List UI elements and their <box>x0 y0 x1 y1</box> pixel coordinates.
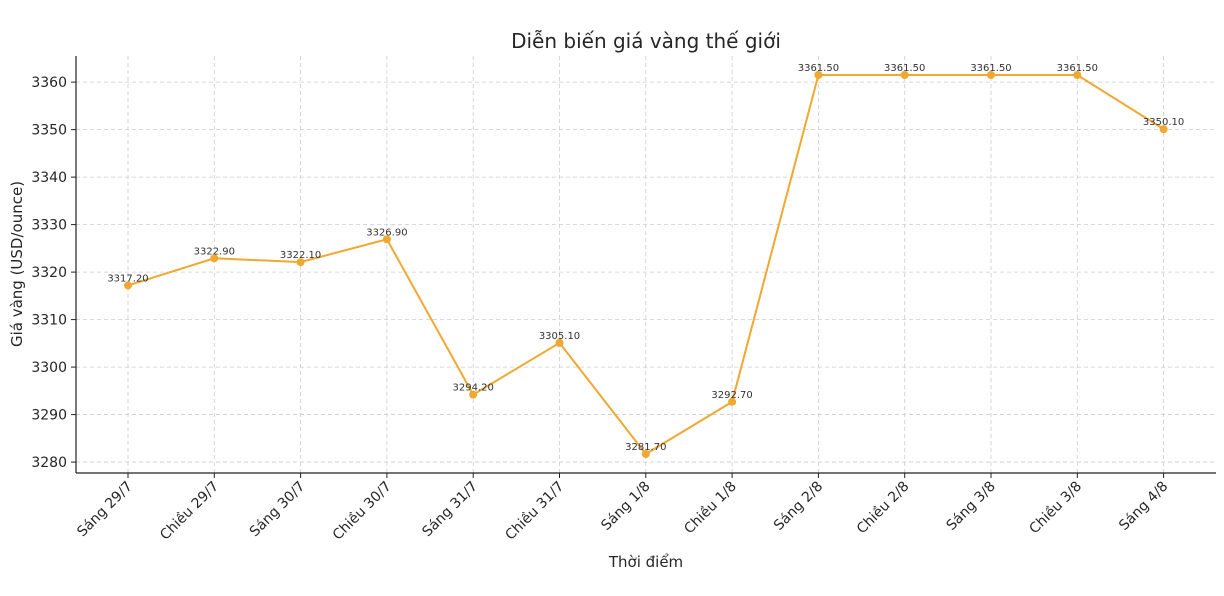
data-point <box>210 254 219 263</box>
data-point <box>555 338 564 347</box>
y-tick-label: 3310 <box>31 313 67 329</box>
x-tick-label: Sáng 29/7 <box>74 479 136 541</box>
data-point <box>900 70 909 79</box>
data-point <box>296 258 305 267</box>
data-point <box>382 235 391 244</box>
y-tick-label: 3320 <box>31 265 67 281</box>
data-point <box>1073 70 1082 79</box>
x-tick-label: Chiều 1/8 <box>681 478 740 537</box>
data-points <box>124 70 1168 459</box>
data-label: 3322.10 <box>280 250 321 261</box>
x-tick-label: Sáng 4/8 <box>1116 479 1171 534</box>
data-label: 3361.50 <box>1057 63 1098 74</box>
y-tick-label: 3280 <box>31 455 67 471</box>
x-tick-label: Sáng 31/7 <box>419 479 481 541</box>
data-point <box>987 70 995 79</box>
data-point <box>1159 125 1168 134</box>
chart-title: Diễn biến giá vàng thế giới <box>511 29 781 53</box>
x-tick-label: Chiều 30/7 <box>329 478 395 544</box>
x-tick-label: Sáng 30/7 <box>247 479 309 541</box>
x-tick-label: Chiều 2/8 <box>853 478 912 537</box>
data-label: 3305.10 <box>539 331 580 342</box>
x-tick-label: Chiều 29/7 <box>156 478 222 544</box>
x-tick-label: Sáng 1/8 <box>598 479 653 534</box>
y-axis-ticks: 3280 3290 3300 3310 3320 3330 3340 3350 3360 <box>31 75 76 471</box>
y-tick-label: 3350 <box>31 123 67 139</box>
y-tick-label: 3340 <box>31 170 67 186</box>
data-label: 3361.50 <box>884 63 925 74</box>
data-label: 3317.20 <box>107 273 148 284</box>
data-label: 3292.70 <box>711 390 752 401</box>
series-line <box>127 74 1165 456</box>
data-label: 3322.90 <box>194 246 235 257</box>
x-axis-ticks: Sáng 29/7 Chiều 29/7 Sáng 30/7 Chiều 30/7 Sá… <box>74 473 1171 544</box>
x-tick-label: Sáng 2/8 <box>771 479 826 534</box>
data-point <box>641 450 650 459</box>
data-point <box>728 397 737 406</box>
x-tick-label: Sáng 3/8 <box>944 479 999 534</box>
data-label: 3294.20 <box>453 383 494 394</box>
data-label: 3350.10 <box>1143 117 1184 128</box>
y-tick-label: 3290 <box>31 408 67 424</box>
data-label: 3361.50 <box>970 63 1011 74</box>
data-label: 3326.90 <box>366 227 407 238</box>
data-point <box>124 281 132 290</box>
y-tick-label: 3330 <box>31 218 67 234</box>
data-point <box>469 390 478 399</box>
y-axis-label: Giá vàng (USD/ounce) <box>8 181 26 347</box>
data-point <box>814 70 823 79</box>
data-label: 3361.50 <box>798 63 839 74</box>
y-tick-label: 3360 <box>31 75 67 91</box>
x-tick-label: Chiều 31/7 <box>502 478 568 544</box>
data-label: 3281.70 <box>625 442 666 453</box>
grid <box>76 56 1216 473</box>
x-axis-label: Thời điểm <box>608 553 683 571</box>
data-labels: 3317.20 3322.90 3322.10 3326.90 3294.20 3305.… <box>107 63 1184 453</box>
x-tick-label: Chiều 3/8 <box>1026 478 1085 537</box>
y-tick-label: 3300 <box>31 360 67 376</box>
